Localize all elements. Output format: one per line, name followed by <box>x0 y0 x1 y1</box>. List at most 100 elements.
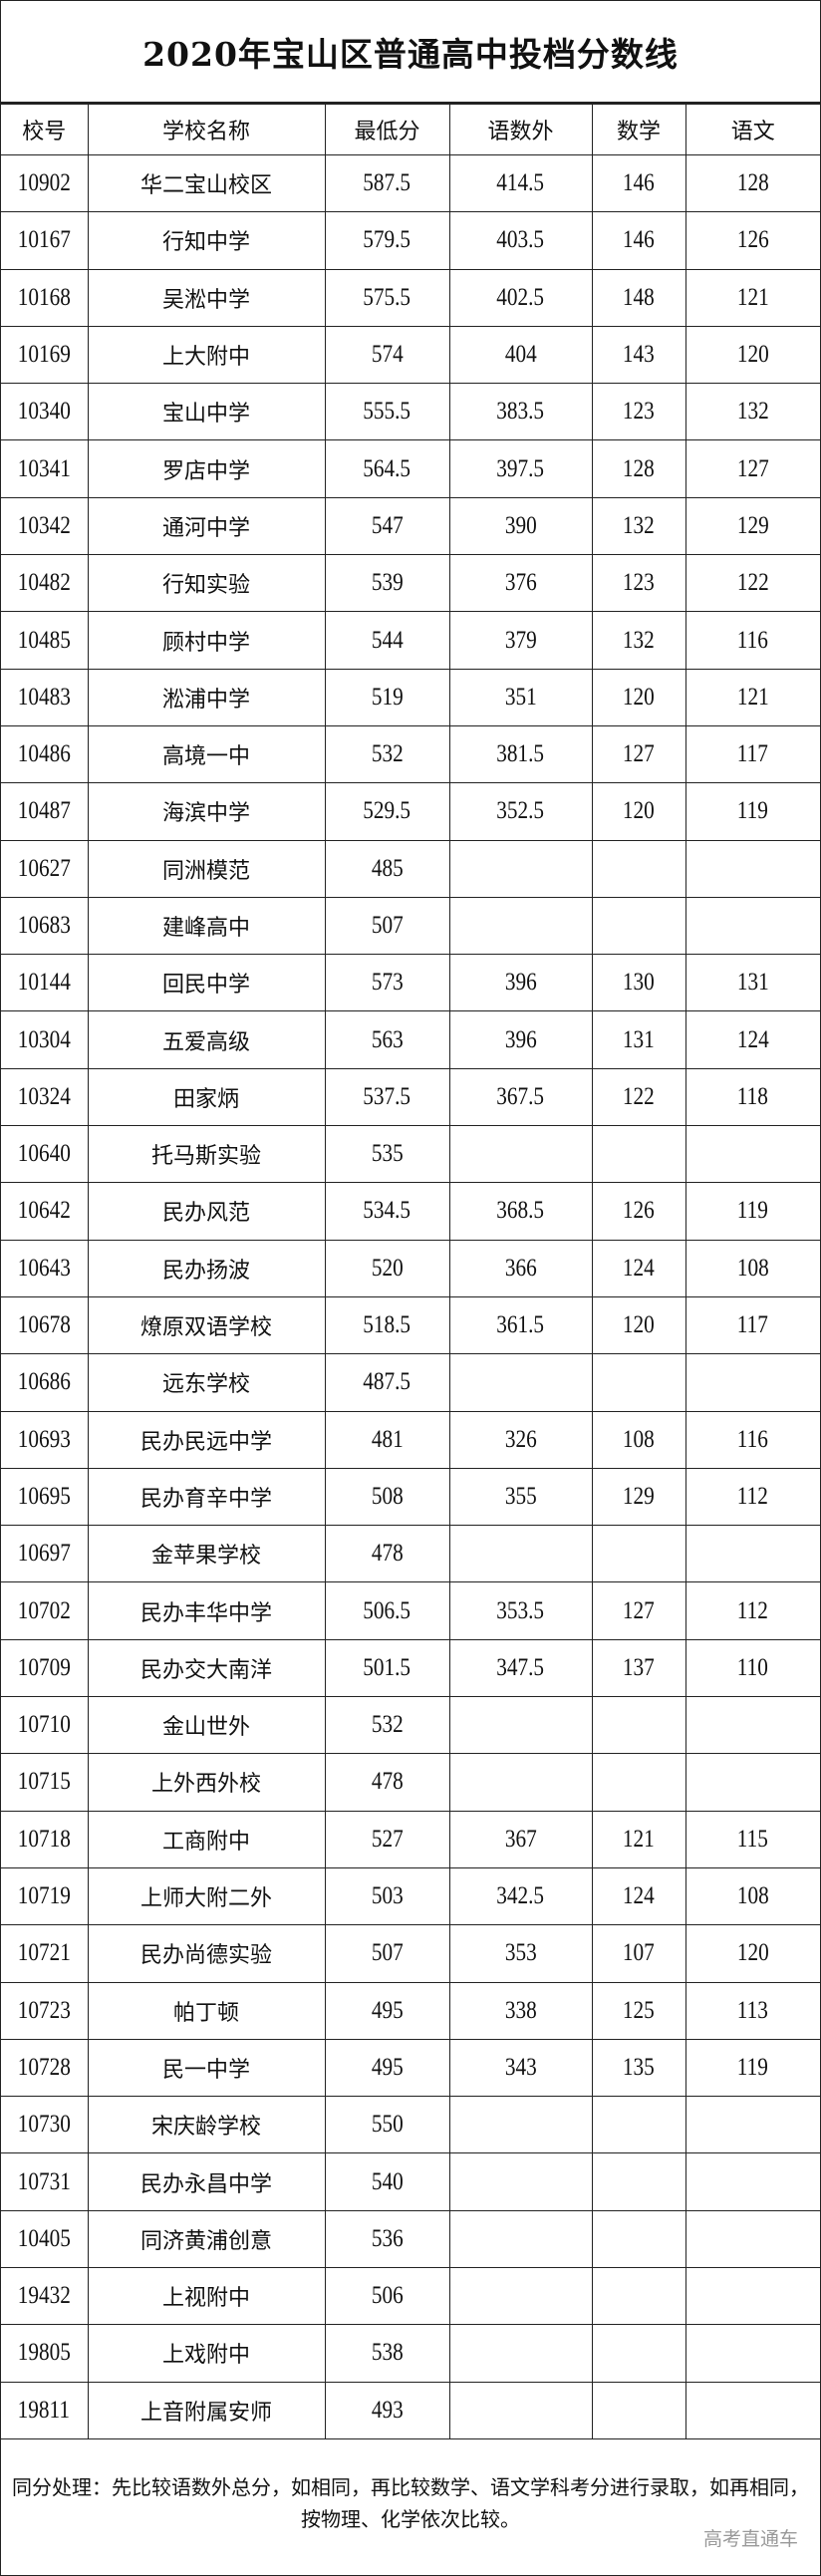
table-cell <box>684 2152 820 2211</box>
table-cell: 355 <box>448 1467 593 1527</box>
cell-value: 119 <box>737 2053 769 2081</box>
table-cell: 122 <box>684 554 820 613</box>
table-cell: 544 <box>324 611 450 670</box>
cell-value: 414.5 <box>496 169 545 197</box>
cell-value: 10702 <box>17 1596 71 1624</box>
table-cell: 368.5 <box>448 1182 593 1241</box>
table-row: 10487 海滨中学 529.5 352.5 120 119 <box>1 782 820 841</box>
table-cell: 126 <box>591 1182 686 1241</box>
table-cell: 10487 <box>1 782 89 841</box>
table-cell: 民办尚德实验 <box>87 1924 326 1983</box>
cell-value: 107 <box>623 1939 655 1967</box>
table-cell: 10642 <box>1 1182 89 1241</box>
table-cell <box>448 2096 593 2154</box>
cell-value: 113 <box>737 1996 769 2024</box>
cell-value: 131 <box>736 969 769 997</box>
table-row: 10169 上大附中 574 404 143 120 <box>1 325 820 385</box>
table-cell: 金山世外 <box>87 1696 326 1755</box>
school-name: 同洲模范 <box>161 858 250 884</box>
table-cell <box>448 1125 593 1184</box>
table-cell: 同洲模范 <box>87 839 326 898</box>
cell-value: 10731 <box>17 2167 71 2195</box>
table-cell: 501.5 <box>324 1638 450 1698</box>
table-cell: 397.5 <box>448 439 593 498</box>
school-name: 宋庆龄学校 <box>150 2115 261 2141</box>
table-cell <box>448 1753 593 1812</box>
table-cell: 淞浦中学 <box>87 668 326 726</box>
school-name: 民办交大南洋 <box>139 1657 272 1683</box>
table-cell: 民办民远中学 <box>87 1410 326 1469</box>
table-row: 10686 远东学校 487.5 <box>1 1353 820 1412</box>
table-cell: 119 <box>684 2038 820 2098</box>
school-name: 通河中学 <box>161 515 250 541</box>
table-cell: 10715 <box>1 1753 89 1812</box>
tie-break-note: 同分处理：先比较语数外总分，如相同，再比较数学、语文学科考分进行录取，如再相同，… <box>12 2474 809 2531</box>
cell-value: 343 <box>504 2053 537 2081</box>
table-cell <box>591 1525 686 1583</box>
cell-value: 506.5 <box>363 1596 411 1624</box>
table-cell: 112 <box>684 1581 820 1640</box>
cell-value: 126 <box>623 1197 655 1225</box>
school-name: 上视附中 <box>161 2286 250 2312</box>
cell-value: 127 <box>736 454 769 482</box>
table-cell: 390 <box>448 496 593 556</box>
table-cell: 民办育辛中学 <box>87 1467 326 1527</box>
table-cell <box>684 2381 820 2439</box>
cell-value: 519 <box>371 683 404 711</box>
table-cell: 478 <box>324 1525 450 1583</box>
table-cell: 534.5 <box>324 1182 450 1241</box>
table-cell: 10485 <box>1 611 89 670</box>
school-name: 民办风范 <box>161 1201 250 1227</box>
school-name: 海滨中学 <box>161 801 250 827</box>
table-cell: 110 <box>684 1638 820 1698</box>
cell-value: 10640 <box>17 1140 71 1168</box>
cell-value: 539 <box>371 569 404 597</box>
table-cell: 宋庆龄学校 <box>87 2096 326 2154</box>
table-cell: 127 <box>591 1581 686 1640</box>
school-name: 同济黄浦创意 <box>139 2228 272 2254</box>
cell-value: 10168 <box>17 283 71 311</box>
table-cell <box>684 839 820 898</box>
table-cell: 10718 <box>1 1810 89 1868</box>
school-name: 回民中学 <box>161 973 250 999</box>
table-cell: 10902 <box>1 153 89 213</box>
table-cell <box>684 2209 820 2268</box>
cell-value: 495 <box>371 1996 404 2024</box>
cell-value: 10627 <box>17 854 71 882</box>
table-cell <box>448 896 593 956</box>
table-cell: 10728 <box>1 2038 89 2098</box>
table-cell: 573 <box>324 954 450 1012</box>
cell-value: 326 <box>504 1425 537 1453</box>
table-cell: 338 <box>448 1981 593 2040</box>
table-row: 19432 上视附中 506 <box>1 2266 820 2326</box>
cell-value: 390 <box>504 511 537 539</box>
cell-value: 129 <box>623 1482 655 1510</box>
table-row: 10715 上外西外校 478 <box>1 1753 820 1812</box>
table-cell <box>591 2209 686 2268</box>
cell-value: 128 <box>736 169 769 197</box>
table-cell <box>591 2266 686 2326</box>
table-cell: 田家炳 <box>87 1067 326 1127</box>
table-cell: 130 <box>591 954 686 1012</box>
table-cell <box>448 2152 593 2211</box>
table-row: 10627 同洲模范 485 <box>1 839 820 898</box>
cell-value: 19432 <box>17 2282 71 2310</box>
cell-value: 10678 <box>17 1311 71 1339</box>
cell-value: 538 <box>371 2339 404 2367</box>
table-cell: 367.5 <box>448 1067 593 1127</box>
cell-value: 10695 <box>17 1482 71 1510</box>
table-cell: 117 <box>684 724 820 784</box>
cell-value: 116 <box>737 626 769 654</box>
table-cell: 535 <box>324 1125 450 1184</box>
table-cell <box>591 1353 686 1412</box>
table-cell: 396 <box>448 954 593 1012</box>
table-cell: 404 <box>448 325 593 385</box>
table-cell: 550 <box>324 2096 450 2154</box>
table-cell: 上视附中 <box>87 2266 326 2326</box>
table-cell: 民一中学 <box>87 2038 326 2098</box>
table-cell: 120 <box>591 1295 686 1355</box>
table-row: 10167 行知中学 579.5 403.5 146 126 <box>1 211 820 270</box>
cell-value: 563 <box>371 1025 404 1053</box>
cell-value: 367.5 <box>496 1082 545 1110</box>
school-name: 五爱高级 <box>161 1029 250 1055</box>
